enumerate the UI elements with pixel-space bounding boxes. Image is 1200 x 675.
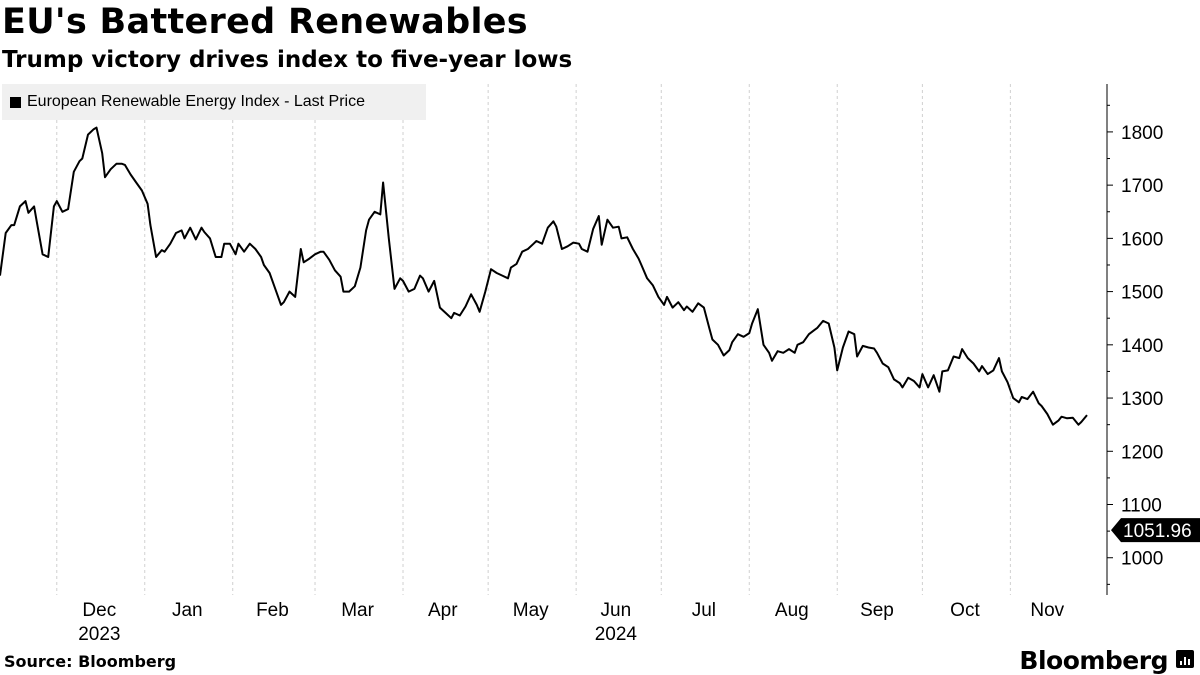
y-tick-label-1100: 1100 xyxy=(1121,496,1162,517)
x-tick-label-sep: Sep xyxy=(860,600,894,621)
x-year-label-2024: 2024 xyxy=(595,624,638,645)
last-value-label: 1051.96 xyxy=(1123,521,1192,542)
legend-swatch-icon xyxy=(10,96,21,108)
x-tick-label-feb: Feb xyxy=(256,600,289,621)
source-note: Source: Bloomberg xyxy=(4,652,177,671)
y-tick-label-1500: 1500 xyxy=(1121,283,1163,304)
y-tick-label-1700: 1700 xyxy=(1121,176,1163,197)
series-line xyxy=(0,126,1088,426)
x-tick-label-nov: Nov xyxy=(1030,600,1064,621)
y-tick-label-1200: 1200 xyxy=(1121,442,1163,463)
last-value-badge xyxy=(1111,518,1200,543)
bloomberg-chart-icon xyxy=(1176,650,1194,668)
chart-title: EU's Battered Renewables xyxy=(2,2,528,42)
chart-subtitle: Trump victory drives index to five-year … xyxy=(2,47,573,73)
x-tick-label-dec: Dec xyxy=(82,600,116,621)
y-tick-label-1800: 1800 xyxy=(1121,123,1163,144)
x-tick-label-may: May xyxy=(513,600,549,621)
x-tick-label-apr: Apr xyxy=(428,600,458,621)
brand-logo: Bloomberg xyxy=(1019,646,1168,675)
x-tick-label-jun: Jun xyxy=(601,600,632,621)
y-tick-label-1600: 1600 xyxy=(1121,229,1163,250)
legend: European Renewable Energy Index - Last P… xyxy=(2,84,426,120)
x-tick-label-jan: Jan xyxy=(172,600,203,621)
x-tick-label-mar: Mar xyxy=(341,600,374,621)
y-tick-label-1300: 1300 xyxy=(1121,389,1163,410)
x-year-label-2023: 2023 xyxy=(78,624,120,645)
x-tick-label-jul: Jul xyxy=(692,600,716,621)
y-tick-label-1000: 1000 xyxy=(1121,549,1163,570)
legend-label: European Renewable Energy Index - Last P… xyxy=(27,93,365,110)
x-tick-label-aug: Aug xyxy=(775,600,809,621)
x-tick-label-oct: Oct xyxy=(950,600,980,621)
y-tick-label-1400: 1400 xyxy=(1121,336,1163,357)
